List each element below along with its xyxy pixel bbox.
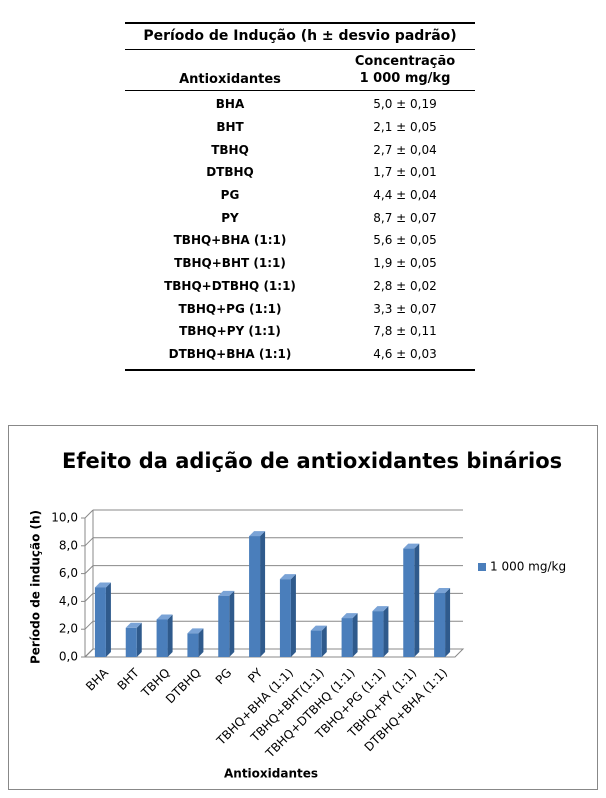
cell-value: 2,1 ± 0,05 [373,120,437,135]
table-row: TBHQ+DTBHQ (1:1) 2,8 ± 0,02 [125,275,475,298]
bar-top [156,614,173,620]
y-axis-title: Período de indução (h) [29,510,43,664]
cell-value: 4,4 ± 0,04 [373,188,437,203]
cell-value: 2,7 ± 0,04 [373,142,437,157]
table-row: BHA 5,0 ± 0,19 [125,93,475,116]
grid-line-side [84,537,94,547]
table-body: BHA 5,0 ± 0,19 BHT 2,1 ± 0,05 TBHQ 2,7 ± 0,04… [125,91,475,372]
bar [249,536,261,657]
table-title: Período de Indução (h ± desvio padrão) [125,22,475,50]
grid-line-side [84,648,94,658]
cell-name: BHT [216,120,244,135]
table-row: TBHQ+PY (1:1) 7,8 ± 0,11 [125,320,475,343]
legend-label: 1 000 mg/kg [490,560,566,574]
bar [218,595,230,657]
legend-swatch [478,563,486,571]
x-axis-title: Antioxidantes [224,767,318,781]
bar-side [321,625,327,657]
bar [279,579,291,657]
bar-top [187,628,204,634]
bar-top [249,531,266,537]
bar-top [434,588,451,594]
table-row: TBHQ+BHT (1:1) 1,9 ± 0,05 [125,252,475,275]
grid-line-side [84,620,94,630]
cell-name: TBHQ+PG (1:1) [178,301,282,316]
bar-side [229,590,235,657]
y-tick-label: 10,0 [51,511,78,525]
grid-line-side [84,565,94,574]
table-row: PG 4,4 ± 0,04 [125,184,475,207]
cell-value: 4,6 ± 0,03 [373,346,437,361]
bar-side [290,574,296,657]
bar [403,548,415,657]
table-row: TBHQ+PG (1:1) 3,3 ± 0,07 [125,297,475,320]
y-tick-label: 8,0 [59,538,78,552]
chart-title: Efeito da adição de antioxidantes binári… [62,449,562,473]
grid-line-side [84,593,94,602]
cell-name: TBHQ [211,142,249,157]
bar-top [125,622,142,628]
bar [187,633,199,657]
bar-side [198,628,204,657]
bar-side [167,614,173,657]
cell-name: TBHQ+BHA (1:1) [173,233,287,248]
cell-name: BHA [215,97,245,112]
bar [125,627,137,657]
cell-value: 5,6 ± 0,05 [373,233,437,248]
y-tick-label: 0,0 [59,650,78,664]
cell-value: 1,7 ± 0,01 [373,165,437,180]
bar-side [414,543,420,657]
bar-side [105,582,111,657]
column-header-line: Concentração [354,54,456,69]
cell-value: 3,3 ± 0,07 [373,301,437,316]
cell-value: 8,7 ± 0,07 [373,210,437,225]
y-tick-label: 2,0 [59,622,78,636]
table-row: TBHQ+BHA (1:1) 5,6 ± 0,05 [125,229,475,252]
table-header: Antioxidantes Concentração 1 000 mg/kg [125,50,475,91]
bar-top [372,606,389,612]
cell-value: 7,8 ± 0,11 [373,324,437,339]
cell-name: TBHQ+DTBHQ (1:1) [164,278,296,293]
bar [94,587,106,657]
cell-name: PG [220,188,240,203]
bar-side [383,606,389,657]
table-row: DTBHQ 1,7 ± 0,01 [125,161,475,184]
bar-top [279,574,296,580]
bar-side [445,588,451,657]
column-header: Antioxidantes [179,72,281,87]
cell-name: DTBHQ [206,165,254,180]
cell-name: DTBHQ+BHA (1:1) [168,346,292,361]
grid-line-side [84,509,94,519]
cell-name: PY [221,210,239,225]
table-row: TBHQ 2,7 ± 0,04 [125,138,475,161]
bar-top [341,613,358,619]
y-tick-label: 6,0 [59,566,78,580]
bar-top [94,582,111,588]
cell-value: 1,9 ± 0,05 [373,256,437,271]
bar-top [218,590,235,596]
table: Período de Indução (h ± desvio padrão) A… [125,22,475,372]
bar [434,593,446,657]
bar [310,630,322,657]
bar-top [403,543,420,549]
bar [372,611,384,657]
column-header-line: 1 000 mg/kg [359,71,451,86]
cell-value: 2,8 ± 0,02 [373,278,437,293]
table-row: DTBHQ+BHA (1:1) 4,6 ± 0,03 [125,343,475,366]
bar-side [260,531,266,657]
bar-side [136,622,142,657]
cell-name: TBHQ+BHT (1:1) [174,256,286,271]
column-header: Concentração 1 000 mg/kg [335,50,475,90]
bar-side [352,613,358,657]
table-row: PY 8,7 ± 0,07 [125,206,475,229]
bar [156,619,168,657]
cell-value: 5,0 ± 0,19 [373,97,437,112]
table-row: BHT 2,1 ± 0,05 [125,116,475,139]
cell-name: TBHQ+PY (1:1) [179,324,281,339]
bar-top [310,625,327,631]
y-tick-label: 4,0 [59,594,78,608]
bar [341,618,353,657]
